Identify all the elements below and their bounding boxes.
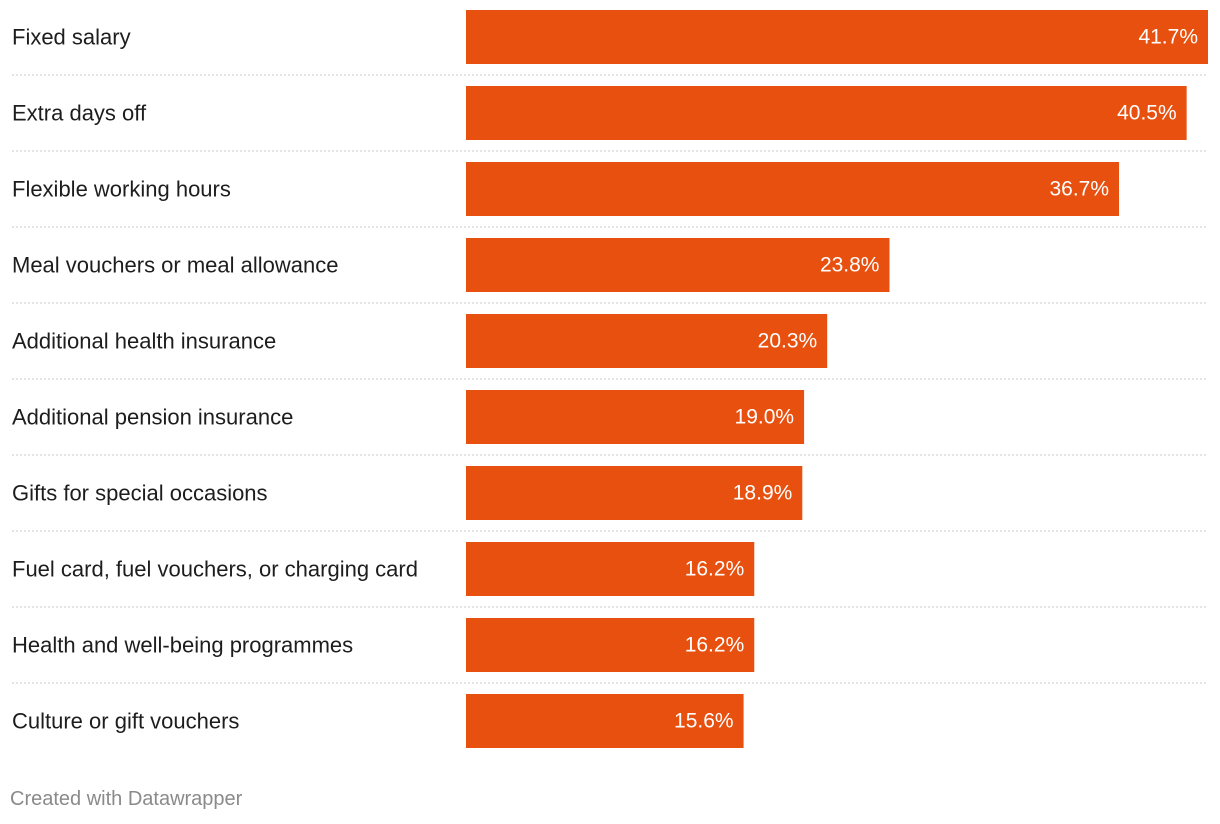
category-label: Extra days off	[12, 101, 147, 126]
bar	[466, 314, 828, 368]
bar	[466, 390, 805, 444]
category-label: Additional health insurance	[12, 329, 276, 354]
datawrapper-credit: Created with Datawrapper	[10, 788, 243, 810]
bar	[466, 162, 1120, 216]
category-label: Culture or gift vouchers	[12, 709, 239, 734]
bar-value-label: 36.7%	[1049, 178, 1109, 201]
bar-value-label: 23.8%	[820, 254, 880, 277]
bar	[466, 542, 755, 596]
bar	[466, 10, 1208, 64]
bar-value-label: 41.7%	[1138, 26, 1198, 49]
bar	[466, 238, 890, 292]
bar-value-label: 20.3%	[758, 330, 818, 353]
category-label: Fuel card, fuel vouchers, or charging ca…	[12, 557, 418, 582]
category-label: Health and well-being programmes	[12, 633, 353, 658]
category-label: Gifts for special occasions	[12, 481, 268, 506]
bar-value-label: 16.2%	[685, 634, 745, 657]
bar-chart: Fixed salary 41.7% Extra days off 40.5% Flex…	[12, 10, 1208, 748]
bar-value-label: 19.0%	[735, 406, 795, 429]
bar-value-label: 15.6%	[674, 710, 734, 733]
category-label: Meal vouchers or meal allowance	[12, 253, 339, 278]
bar	[466, 618, 755, 672]
bar	[466, 86, 1187, 140]
bar	[466, 694, 744, 748]
bar-value-label: 40.5%	[1117, 102, 1177, 125]
bar-value-label: 18.9%	[733, 482, 793, 505]
category-label: Additional pension insurance	[12, 405, 293, 430]
category-label: Flexible working hours	[12, 177, 231, 202]
bar	[466, 466, 803, 520]
bar-value-label: 16.2%	[685, 558, 745, 581]
category-label: Fixed salary	[12, 25, 131, 50]
